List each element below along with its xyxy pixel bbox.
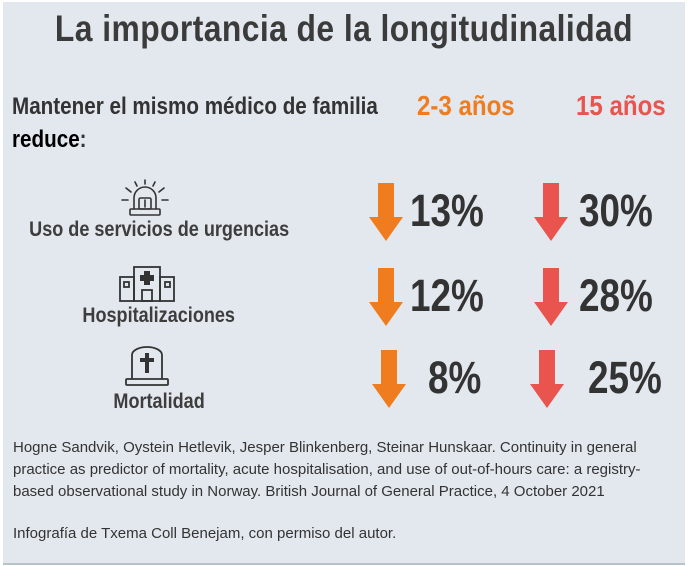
- infographic-card: La importancia de la longitudinalidad Ma…: [3, 2, 685, 565]
- arrow-down-icon: [534, 183, 568, 241]
- value-mortalidad-2-3: 8%: [428, 352, 482, 403]
- value-hospitalizaciones-15: 28%: [579, 270, 653, 321]
- row-label-hospitalizaciones: Hospitalizaciones: [82, 304, 236, 327]
- page-title: La importancia de la longitudinalidad: [54, 8, 634, 49]
- column-header-15-years: 15 años: [576, 90, 666, 121]
- row-label-mortalidad: Mortalidad: [113, 390, 205, 413]
- hospital-icon: [119, 266, 175, 302]
- value-urgencias-15: 30%: [579, 185, 653, 236]
- value-mortalidad-15: 25%: [588, 352, 662, 403]
- intro-reduce-word: reduce: [12, 126, 80, 153]
- arrow-down-icon: [530, 350, 564, 408]
- arrow-down-icon: [534, 268, 568, 326]
- arrow-down-icon: [372, 350, 406, 408]
- intro-line-1: Mantener el mismo médico de familia: [12, 93, 378, 120]
- tombstone-icon: [125, 346, 169, 386]
- author-credit: Infografía de Txema Coll Benejam, con pe…: [13, 525, 397, 542]
- intro-text: Mantener el mismo médico de familia redu…: [12, 90, 378, 156]
- intro-colon: :: [79, 126, 87, 153]
- arrow-down-icon: [369, 268, 403, 326]
- reference-citation: Hogne Sandvik, Oystein Hetlevik, Jesper …: [13, 439, 641, 500]
- arrow-down-icon: [369, 183, 403, 241]
- intro-line-2: reduce:: [12, 123, 347, 156]
- siren-icon: [121, 179, 169, 216]
- value-hospitalizaciones-2-3: 12%: [410, 270, 484, 321]
- value-urgencias-2-3: 13%: [410, 185, 484, 236]
- row-label-urgencias: Uso de servicios de urgencias: [29, 218, 289, 241]
- column-header-2-3-years: 2-3 años: [417, 90, 515, 121]
